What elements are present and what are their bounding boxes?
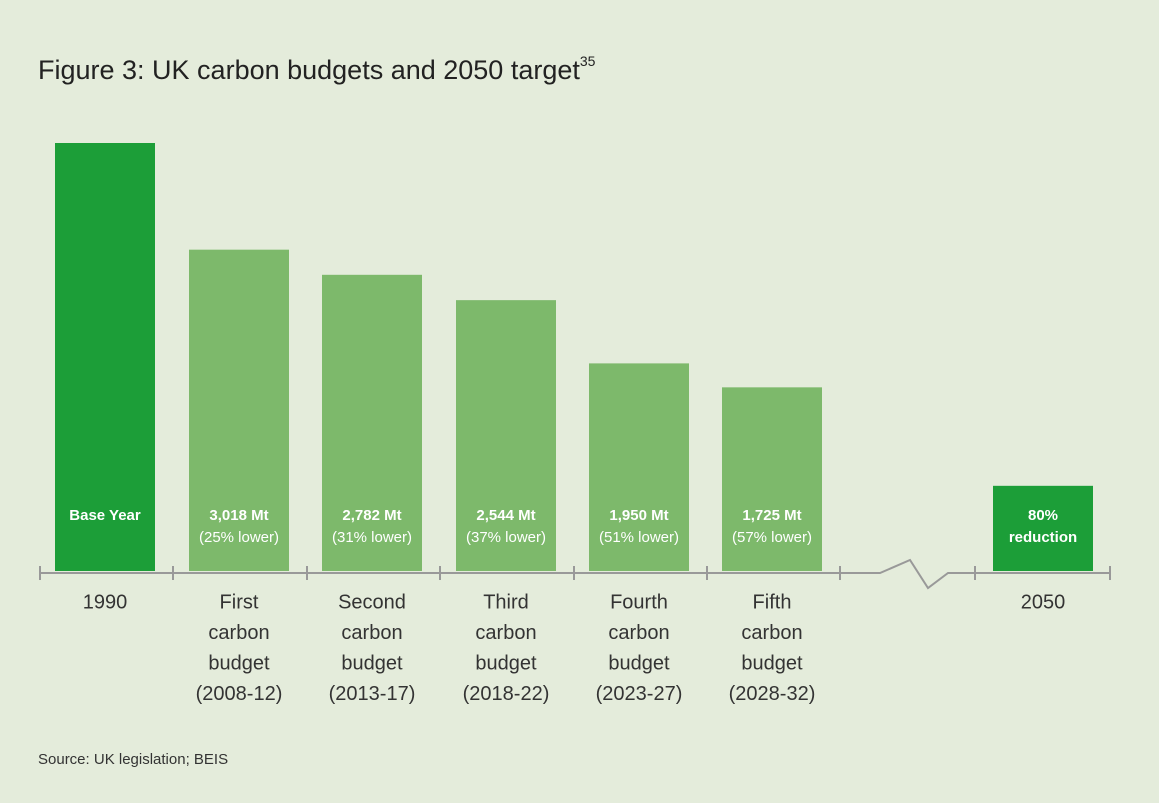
bar-note: (57% lower)	[732, 529, 812, 546]
x-tick-label: 1990	[83, 591, 128, 613]
bar-note: 80%	[1028, 507, 1058, 524]
x-tick-label: carbon	[475, 622, 536, 644]
bar	[722, 387, 822, 571]
x-tick-label: budget	[341, 652, 403, 674]
x-tick-label: Second	[338, 591, 406, 613]
x-tick-label: budget	[475, 652, 537, 674]
chart-title: Figure 3: UK carbon budgets and 2050 tar…	[38, 53, 596, 85]
bar	[189, 249, 289, 571]
x-tick-label: Fourth	[610, 591, 668, 613]
x-tick-label: Third	[483, 591, 529, 613]
bar	[322, 274, 422, 571]
x-tick-label: (2028-32)	[729, 683, 816, 705]
bar-note: reduction	[1009, 529, 1077, 546]
title-text: Figure 3: UK carbon budgets and 2050 tar…	[38, 55, 580, 85]
value-label: 2,782 Mt	[342, 507, 401, 524]
x-tick-label: carbon	[608, 622, 669, 644]
bar-note: (25% lower)	[199, 529, 279, 546]
x-tick-label: budget	[608, 652, 670, 674]
value-label: 1,950 Mt	[609, 507, 668, 524]
x-tick-label: (2018-22)	[463, 683, 550, 705]
value-label: 3,018 Mt	[209, 507, 268, 524]
x-tick-label: budget	[741, 652, 803, 674]
x-tick-label: budget	[208, 652, 270, 674]
source: Source: UK legislation; BEIS	[38, 751, 228, 768]
title-note: 35	[580, 53, 596, 69]
x-tick-label: carbon	[341, 622, 402, 644]
bar-note: (37% lower)	[466, 529, 546, 546]
x-tick-label: (2008-12)	[196, 683, 283, 705]
x-tick-label: (2023-27)	[596, 683, 683, 705]
bar	[589, 363, 689, 571]
axis-ticks	[39, 566, 1111, 580]
bar-note: (31% lower)	[332, 529, 412, 546]
bar-note: Base Year	[69, 507, 141, 524]
axis	[39, 558, 1111, 590]
bar	[993, 485, 1093, 571]
x-tick-label: First	[220, 591, 259, 613]
x-tick-label: carbon	[208, 622, 269, 644]
bar	[456, 300, 556, 571]
x-tick-label: (2013-17)	[329, 683, 416, 705]
x-tick-label: 2050	[1021, 591, 1066, 613]
value-label: 2,544 Mt	[476, 507, 535, 524]
value-label: 1,725 Mt	[742, 507, 801, 524]
bar-note: (51% lower)	[599, 529, 679, 546]
bar	[55, 143, 155, 571]
x-tick-label: carbon	[741, 622, 802, 644]
x-tick-label: Fifth	[753, 591, 792, 613]
